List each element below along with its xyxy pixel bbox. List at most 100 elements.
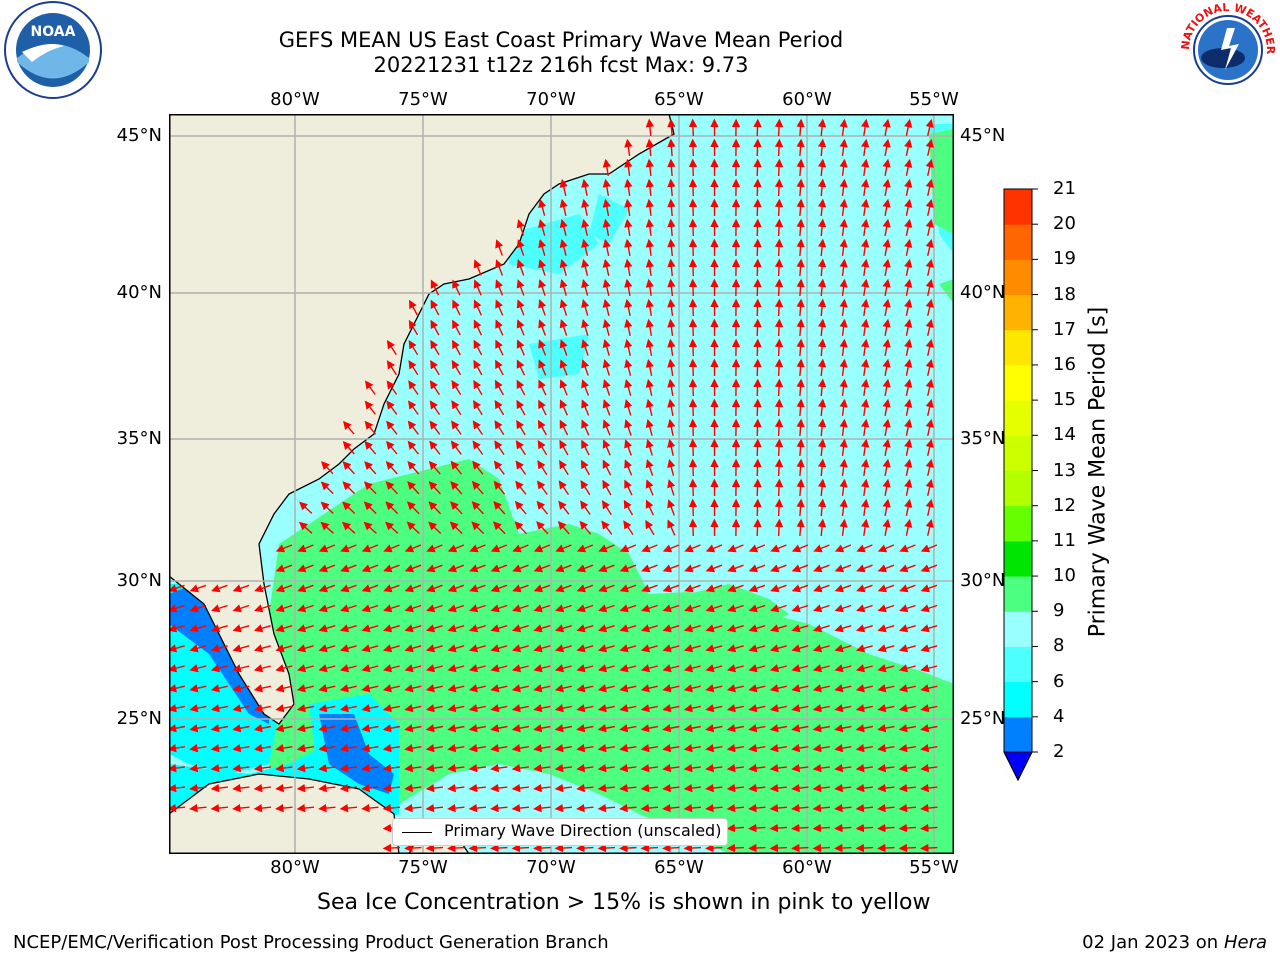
wave-arrow xyxy=(688,198,698,217)
wave-arrow xyxy=(667,278,676,297)
wave-arrow xyxy=(898,664,916,673)
wave-arrow xyxy=(361,544,379,553)
wave-arrow xyxy=(753,118,762,137)
wave-arrow xyxy=(925,378,934,396)
wave-arrow xyxy=(533,584,551,593)
wave-arrow xyxy=(662,584,680,593)
wave-arrow xyxy=(169,724,186,733)
wave-arrow xyxy=(602,439,611,456)
wave-arrow xyxy=(640,684,658,693)
wave-arrow xyxy=(705,664,723,673)
wave-arrow xyxy=(426,544,443,553)
wave-arrow xyxy=(748,684,766,693)
wave-arrow xyxy=(554,763,572,773)
wave-arrow xyxy=(296,744,315,753)
wave-arrow xyxy=(469,544,486,553)
longitude-tick-bot: 65°W xyxy=(654,857,704,878)
wave-arrow xyxy=(554,664,572,673)
wave-period-map xyxy=(169,114,954,854)
wave-arrow xyxy=(447,724,465,733)
wave-arrow xyxy=(684,604,701,613)
wave-arrow xyxy=(533,684,551,693)
wave-arrow xyxy=(364,380,376,395)
wave-arrow xyxy=(667,238,676,257)
wave-arrow xyxy=(839,458,848,476)
wave-arrow xyxy=(602,419,611,436)
credit-host: Hera xyxy=(1223,932,1267,953)
wave-arrow xyxy=(817,358,827,377)
wave-arrow xyxy=(882,358,891,377)
colorbar-tick-label: 19 xyxy=(1053,248,1076,270)
wave-arrow xyxy=(275,644,293,653)
wave-arrow xyxy=(813,564,830,573)
wave-arrow xyxy=(812,724,831,733)
wave-arrow xyxy=(597,763,615,773)
wave-arrow xyxy=(469,604,486,613)
wave-arrow xyxy=(576,604,594,613)
wave-arrow xyxy=(386,400,398,415)
wave-arrow xyxy=(769,744,788,753)
wave-arrow xyxy=(753,338,762,357)
colorbar xyxy=(1003,188,1038,782)
wave-arrow xyxy=(683,624,701,633)
wave-arrow xyxy=(645,158,655,177)
wave-arrow xyxy=(920,783,938,793)
wave-arrow xyxy=(320,501,334,515)
wave-arrow xyxy=(726,763,744,773)
colorbar-segment xyxy=(1004,716,1032,753)
wave-arrow xyxy=(645,318,654,337)
wave-arrow xyxy=(774,458,784,477)
wave-arrow xyxy=(640,783,658,793)
wave-arrow xyxy=(839,478,848,496)
wave-arrow xyxy=(662,724,680,733)
wave-arrow xyxy=(855,644,873,653)
wave-arrow xyxy=(468,644,486,653)
wave-arrow xyxy=(856,604,873,613)
wave-arrow xyxy=(855,664,873,673)
wave-arrow xyxy=(447,564,465,573)
wave-arrow xyxy=(904,378,913,396)
wave-arrow xyxy=(210,704,228,713)
wave-arrow xyxy=(920,803,938,813)
wave-arrow xyxy=(581,439,590,456)
wave-arrow xyxy=(684,564,701,573)
wave-arrow xyxy=(473,339,483,356)
wave-arrow xyxy=(726,783,744,793)
wave-arrow xyxy=(447,644,465,653)
wave-arrow xyxy=(339,644,357,653)
wave-arrow xyxy=(473,379,483,396)
wave-arrow xyxy=(796,138,805,157)
wave-arrow xyxy=(339,783,357,793)
wave-arrow xyxy=(753,278,762,297)
wave-arrow xyxy=(817,158,827,177)
wave-arrow xyxy=(877,624,895,633)
wave-arrow xyxy=(860,258,870,277)
wave-arrow xyxy=(645,378,654,396)
wave-arrow xyxy=(683,684,701,693)
wave-arrow xyxy=(533,783,551,793)
wave-arrow xyxy=(898,763,916,773)
wave-arrow xyxy=(904,238,913,256)
colorbar-tick-label: 21 xyxy=(1053,178,1076,199)
wave-arrow xyxy=(860,358,870,377)
wave-arrow xyxy=(834,763,852,773)
wave-arrow xyxy=(579,520,592,535)
wave-arrow xyxy=(404,624,422,633)
wave-arrow xyxy=(640,644,658,653)
wave-arrow xyxy=(581,178,590,196)
wave-arrow xyxy=(748,624,766,633)
wave-arrow xyxy=(688,178,698,197)
wave-arrow xyxy=(774,138,784,157)
wave-arrow xyxy=(554,843,573,853)
wave-arrow xyxy=(404,724,422,733)
wave-arrow xyxy=(925,138,934,156)
wave-arrow xyxy=(774,218,784,237)
wave-arrow xyxy=(791,544,809,553)
wave-arrow xyxy=(386,420,398,435)
longitude-tick-bot: 75°W xyxy=(398,857,448,878)
wave-arrow xyxy=(533,843,551,853)
wave-arrow xyxy=(253,724,272,733)
wave-arrow xyxy=(363,521,377,534)
wave-arrow xyxy=(296,803,315,813)
wave-arrow xyxy=(580,480,591,496)
